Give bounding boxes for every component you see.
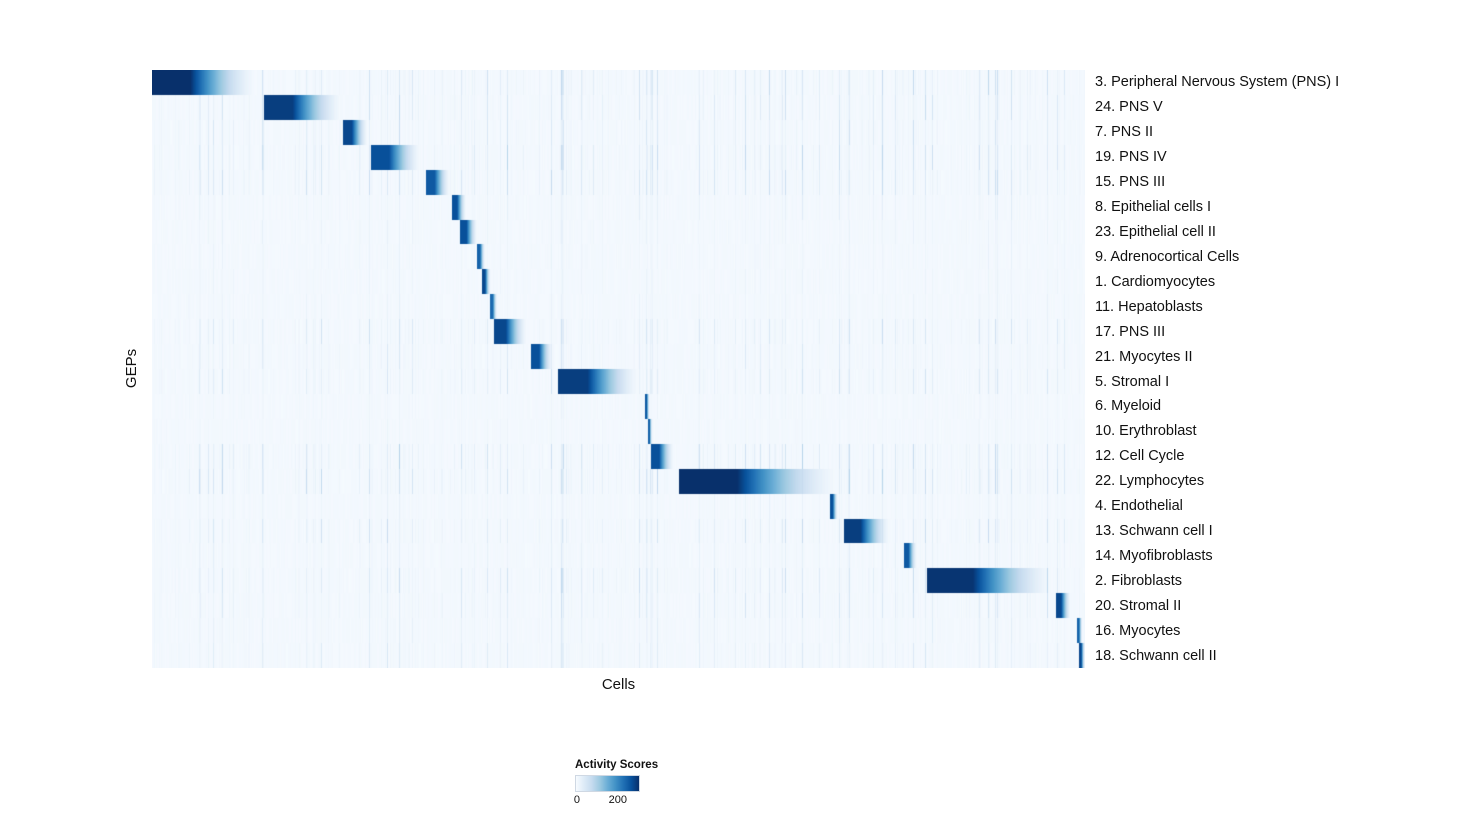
row-labels: 3. Peripheral Nervous System (PNS) I 24. … — [1095, 70, 1455, 668]
row-label: 12. Cell Cycle — [1095, 448, 1185, 465]
row-label: 13. Schwann cell I — [1095, 523, 1213, 540]
row-label: 22. Lymphocytes — [1095, 473, 1205, 490]
row-label: 20. Stromal II — [1095, 597, 1182, 614]
row-label: 8. Epithelial cells I — [1095, 199, 1212, 216]
row-label: 18. Schwann cell II — [1095, 647, 1217, 664]
legend-tick-min: 0 — [573, 794, 580, 806]
row-label: 3. Peripheral Nervous System (PNS) I — [1095, 74, 1340, 91]
row-label: 24. PNS V — [1095, 99, 1163, 116]
row-label: 23. Epithelial cell II — [1095, 223, 1216, 240]
legend-tick-max: 200 — [608, 794, 628, 806]
row-label: 21. Myocytes II — [1095, 348, 1193, 365]
legend-gradient-bar — [575, 775, 640, 792]
legend-ticks: 0 200 — [573, 794, 638, 808]
x-axis-label: Cells — [601, 676, 636, 693]
row-label: 5. Stromal I — [1095, 373, 1170, 390]
row-label: 14. Myofibroblasts — [1095, 547, 1213, 564]
row-label: 10. Erythroblast — [1095, 423, 1197, 440]
row-label: 7. PNS II — [1095, 124, 1154, 141]
y-axis-label: GEPs — [112, 69, 152, 667]
legend-title: Activity Scores — [575, 759, 659, 771]
y-axis-label-text: GEPs — [123, 348, 141, 388]
row-label: 4. Endothelial — [1095, 498, 1183, 515]
heatmap-canvas — [152, 70, 1085, 668]
row-label: 15. PNS III — [1095, 174, 1166, 191]
row-label: 19. PNS IV — [1095, 149, 1167, 166]
row-label: 6. Myeloid — [1095, 398, 1162, 415]
row-label: 9. Adrenocortical Cells — [1095, 248, 1240, 265]
row-label: 16. Myocytes — [1095, 622, 1181, 639]
row-label: 2. Fibroblasts — [1095, 572, 1183, 589]
row-label: 11. Hepatoblasts — [1095, 298, 1203, 315]
row-label: 1. Cardiomyocytes — [1095, 273, 1216, 290]
row-label: 17. PNS III — [1095, 323, 1166, 340]
colorbar-legend: Activity Scores 0 200 — [573, 759, 695, 808]
